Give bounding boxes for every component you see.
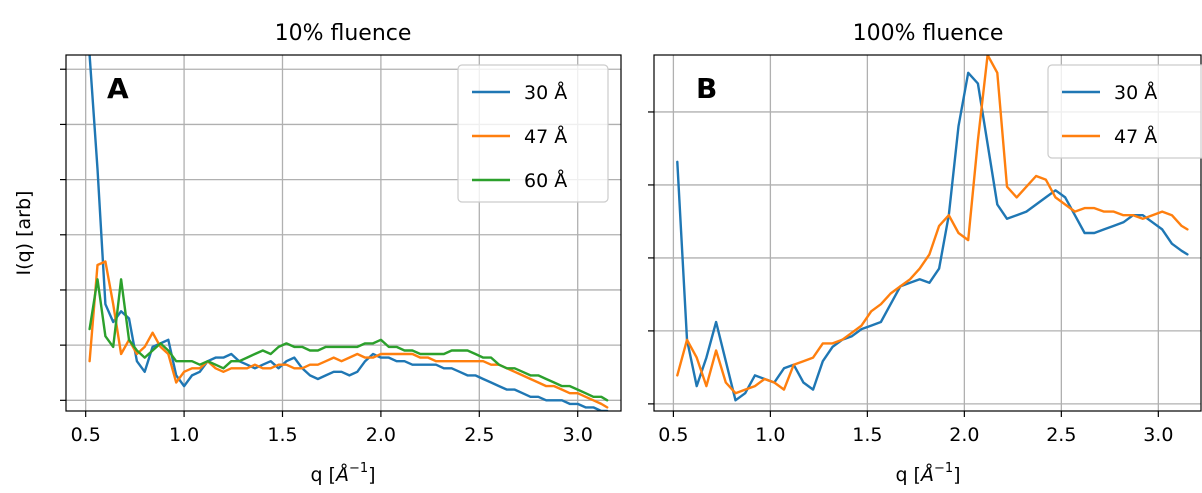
panel-b-x-axis-label: q [Å−1] [895, 461, 960, 486]
panel-b-x-axis-label-unit: Å [919, 463, 934, 486]
panel-b-x-axis-label-exp: −1 [934, 461, 953, 476]
panel-a-x-axis-label-close: ] [368, 464, 375, 486]
x-tick-label: 1.0 [169, 424, 199, 446]
series-line-2 [88, 260, 609, 409]
x-tick-label: 2.5 [1046, 424, 1076, 446]
panel-a-yticks [60, 68, 66, 401]
panel-a-lines [88, 55, 609, 411]
panel-b-x-axis-label-close: ] [953, 464, 960, 486]
panel-a-x-axis-label: q [Å−1] [310, 461, 375, 486]
x-tick-label: 2.0 [366, 424, 396, 446]
x-tick-label: 1.5 [267, 424, 297, 446]
panel-b-lines [676, 55, 1189, 402]
panel-b: 100% fluence 0.5 1.0 1.5 2.0 2.5 3.0 B 30 Å 47… [648, 21, 1202, 486]
series-line-2 [676, 55, 1189, 395]
panel-a-xticks: 0.5 1.0 1.5 2.0 2.5 3.0 [71, 411, 593, 446]
panel-a-x-axis-label-unit: Å [334, 463, 349, 486]
panel-a-x-axis-label-exp: −1 [349, 461, 368, 476]
x-tick-label: 1.0 [755, 424, 785, 446]
panel-b-x-axis-label-base: q [ [895, 464, 921, 486]
x-tick-label: 3.0 [1143, 424, 1173, 446]
legend-label: 47 Å [524, 125, 567, 148]
panel-b-xticks: 0.5 1.0 1.5 2.0 2.5 3.0 [658, 411, 1173, 446]
panel-a-title: 10% fluence [275, 21, 412, 46]
panel-a-label: A [107, 72, 129, 105]
legend-label: 47 Å [1114, 125, 1157, 148]
x-tick-label: 1.5 [852, 424, 882, 446]
x-tick-label: 2.5 [464, 424, 494, 446]
legend-label: 60 Å [524, 169, 567, 192]
legend-label: 30 Å [524, 81, 567, 104]
panel-b-yticks [648, 111, 654, 405]
panel-b-frame [653, 54, 1202, 412]
legend-box [457, 64, 609, 203]
series-line-1 [88, 55, 609, 411]
panel-a-legend: 30 Å 47 Å 60 Å [457, 64, 609, 203]
panel-a-x-axis-label-base: q [ [310, 464, 336, 486]
legend-box [1047, 64, 1202, 159]
panel-b-label: B [696, 72, 717, 105]
panel-b-title: 100% fluence [853, 21, 1004, 46]
x-tick-label: 2.0 [949, 424, 979, 446]
panel-a-frame [65, 54, 622, 412]
x-tick-label: 0.5 [658, 424, 688, 446]
x-tick-label: 3.0 [563, 424, 593, 446]
series-line-3 [88, 278, 609, 402]
panel-b-legend: 30 Å 47 Å [1047, 64, 1202, 159]
legend-label: 30 Å [1114, 81, 1157, 104]
panel-a: 10% fluence 0.5 1.0 1.5 2.0 2.5 3.0 A 30 Å 47 … [13, 21, 622, 486]
panel-a-y-axis-label: I(q) [arb] [13, 191, 35, 276]
x-tick-label: 0.5 [71, 424, 101, 446]
series-line-1 [676, 71, 1189, 402]
